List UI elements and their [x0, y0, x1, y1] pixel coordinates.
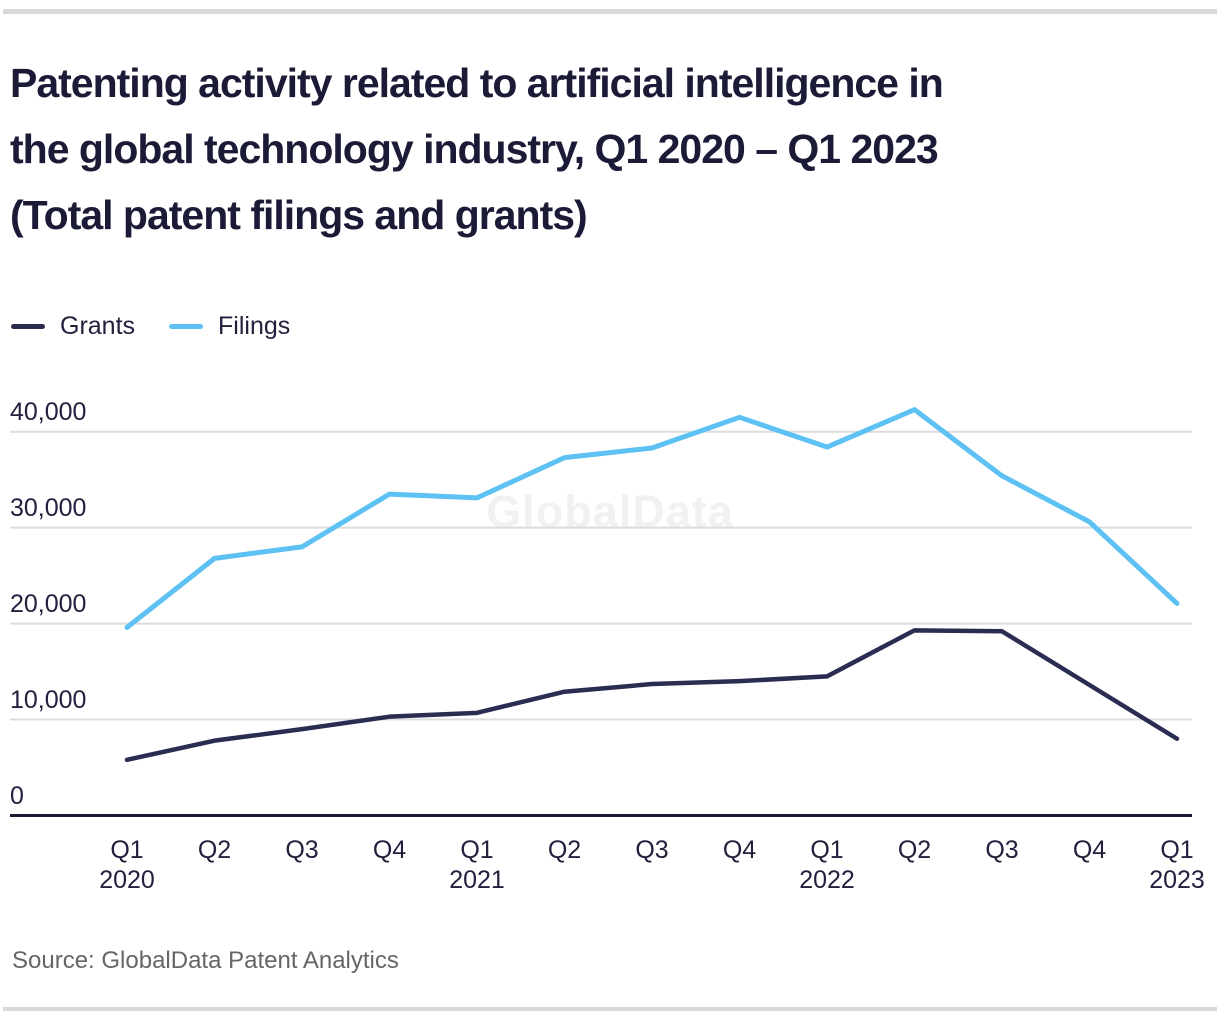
x-axis-label-q4-2022: Q4: [1072, 836, 1107, 864]
x-axis-label-q1-2022: Q1: [810, 836, 844, 864]
x-axis-label-q3-2020: Q3: [285, 836, 319, 864]
y-axis-label-0: 0: [10, 781, 24, 810]
x-axis-label-q3-2022: Q3: [985, 836, 1019, 864]
legend-label-filings: Filings: [218, 312, 291, 340]
y-axis-label-10000: 10,000: [10, 685, 87, 714]
x-axis-label-q2-2021: Q2: [547, 836, 582, 864]
legend-item-filings: Filings: [169, 312, 290, 341]
x-axis-year-label-2022: 2022: [799, 866, 855, 894]
legend-swatch-grants: [11, 324, 45, 329]
source-text: Source: GlobalData Patent Analytics: [12, 947, 399, 974]
x-axis-year-label-2023: 2023: [1149, 866, 1205, 894]
legend-item-grants: Grants: [11, 312, 135, 341]
y-axis-label-30000: 30,000: [10, 493, 87, 522]
x-axis-label-q1-2021: Q1: [460, 836, 494, 864]
x-axis-label-q4-2020: Q4: [372, 836, 407, 864]
x-axis-year-label-2020: 2020: [99, 866, 155, 894]
legend-label-grants: Grants: [60, 312, 136, 340]
x-axis-label-q4-2021: Q4: [722, 836, 757, 864]
x-axis-label-q2-2020: Q2: [197, 836, 232, 864]
x-axis-year-label-2021: 2021: [449, 866, 505, 894]
y-axis-label-40000: 40,000: [10, 397, 87, 426]
chart-title-line-1: Patenting activity related to artificial…: [10, 60, 944, 106]
y-axis-label-20000: 20,000: [10, 589, 87, 618]
x-axis-label-q1-2023: Q1: [1160, 836, 1194, 864]
legend-swatch-filings: [169, 324, 204, 329]
chart-title-line-3: (Total patent filings and grants): [10, 192, 588, 238]
grants-line: [124, 628, 1180, 763]
x-axis-label-q3-2021: Q3: [635, 836, 669, 864]
legend: Grants Filings: [11, 312, 324, 341]
filings-line: [124, 407, 1180, 630]
top-divider: [3, 9, 1217, 14]
x-axis-label-q2-2022: Q2: [897, 836, 932, 864]
chart-title-line-2: the global technology industry, Q1 2020 …: [10, 126, 939, 172]
chart-title: Patenting activity related to artificial…: [10, 50, 1210, 248]
bottom-divider: [3, 1007, 1217, 1011]
x-axis-label-q1-2020: Q1: [110, 836, 144, 864]
